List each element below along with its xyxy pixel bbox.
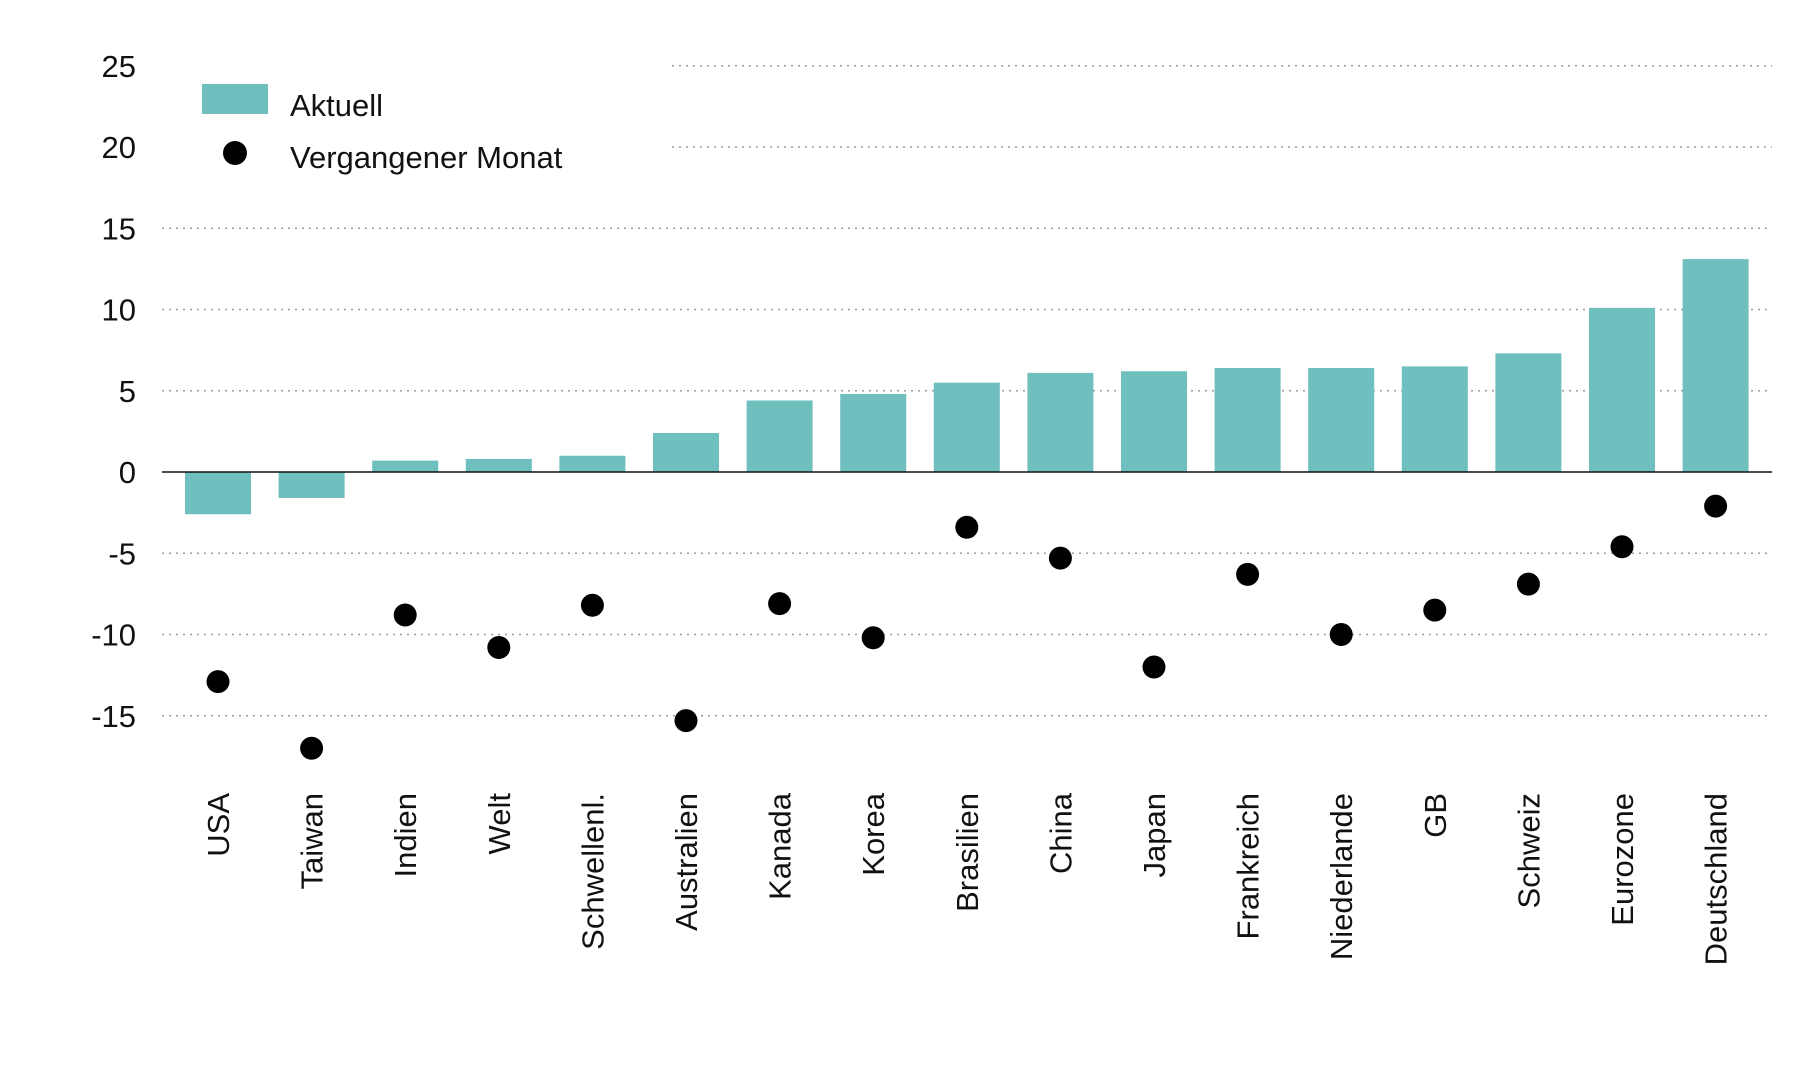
bar-welt <box>465 459 532 472</box>
dot-korea <box>861 626 885 650</box>
dot-schweiz <box>1516 572 1540 596</box>
bars-aktuell <box>185 259 1749 515</box>
bar-kanada <box>746 400 813 472</box>
y-tick-label: -15 <box>91 699 136 734</box>
bar-japan <box>1121 371 1187 472</box>
y-tick-label: 15 <box>102 211 136 246</box>
bar-niederlande <box>1308 368 1375 472</box>
dot-australien <box>674 709 698 733</box>
dot-deutschland <box>1704 494 1728 518</box>
dot-indien <box>393 603 417 627</box>
x-tick-label: Japan <box>1137 793 1172 877</box>
legend-swatch-bar <box>202 84 268 114</box>
x-tick-label: Brasilien <box>950 793 985 912</box>
bar-brasilien <box>933 382 1000 472</box>
x-tick-label: Kanada <box>763 792 798 900</box>
bar-eurozone <box>1589 307 1655 472</box>
legend-label-aktuell: Aktuell <box>290 88 383 123</box>
x-tick-label: Korea <box>856 792 891 875</box>
x-tick-label: Frankreich <box>1231 793 1266 939</box>
dot-taiwan <box>300 736 324 760</box>
legend-swatch-dot <box>223 141 247 165</box>
y-tick-label: 5 <box>119 374 136 409</box>
x-tick-label: Niederlande <box>1324 793 1359 960</box>
dot-japan <box>1142 655 1166 679</box>
x-tick-label: Schweiz <box>1511 793 1546 908</box>
bar-indien <box>372 460 439 472</box>
dot-niederlande <box>1329 623 1353 646</box>
bar-frankreich <box>1214 368 1281 472</box>
y-axis-ticks: 25 20 15 10 5 0 -5 -10 -15 <box>91 49 136 734</box>
y-tick-label: 20 <box>102 130 136 165</box>
y-tick-label: 25 <box>102 49 136 84</box>
bar-gb <box>1401 366 1468 472</box>
bar-china <box>1027 372 1094 472</box>
x-tick-label: USA <box>201 793 236 857</box>
bar-schwellenl <box>559 455 626 472</box>
dot-frankreich <box>1236 562 1260 586</box>
bar-australien <box>653 433 719 472</box>
bar-usa <box>185 472 251 515</box>
dot-kanada <box>768 592 792 616</box>
bar-deutschland <box>1682 259 1749 472</box>
dot-eurozone <box>1610 535 1634 559</box>
dot-gb <box>1423 598 1447 622</box>
dot-brasilien <box>955 515 979 539</box>
dot-china <box>1048 546 1072 570</box>
x-tick-label: Deutschland <box>1699 793 1734 965</box>
x-tick-label: Eurozone <box>1605 793 1640 926</box>
y-tick-label: 10 <box>102 293 136 328</box>
dot-welt <box>487 636 511 659</box>
x-tick-label: Indien <box>388 793 423 877</box>
y-tick-label: -5 <box>108 536 136 571</box>
dot-usa <box>206 670 230 694</box>
legend: Aktuell Vergangener Monat <box>202 84 563 175</box>
x-tick-label: Taiwan <box>295 793 330 890</box>
y-tick-label: 0 <box>119 455 136 490</box>
category-labels: USA Taiwan Indien Welt Schwellenl. Australien… <box>201 792 1734 965</box>
bar-korea <box>840 394 907 472</box>
bar-schweiz <box>1495 353 1562 472</box>
legend-label-vergangener-monat: Vergangener Monat <box>290 140 563 175</box>
x-tick-label: Welt <box>482 793 517 855</box>
x-tick-label: GB <box>1418 793 1453 838</box>
x-tick-label: Schwellenl. <box>575 793 610 950</box>
bar-taiwan <box>278 472 345 498</box>
x-tick-label: Australien <box>669 793 704 931</box>
y-tick-label: -10 <box>91 618 136 653</box>
x-tick-label: China <box>1043 792 1078 874</box>
dot-schwellenl <box>580 593 604 617</box>
dots-vergangener-monat <box>206 494 1728 760</box>
